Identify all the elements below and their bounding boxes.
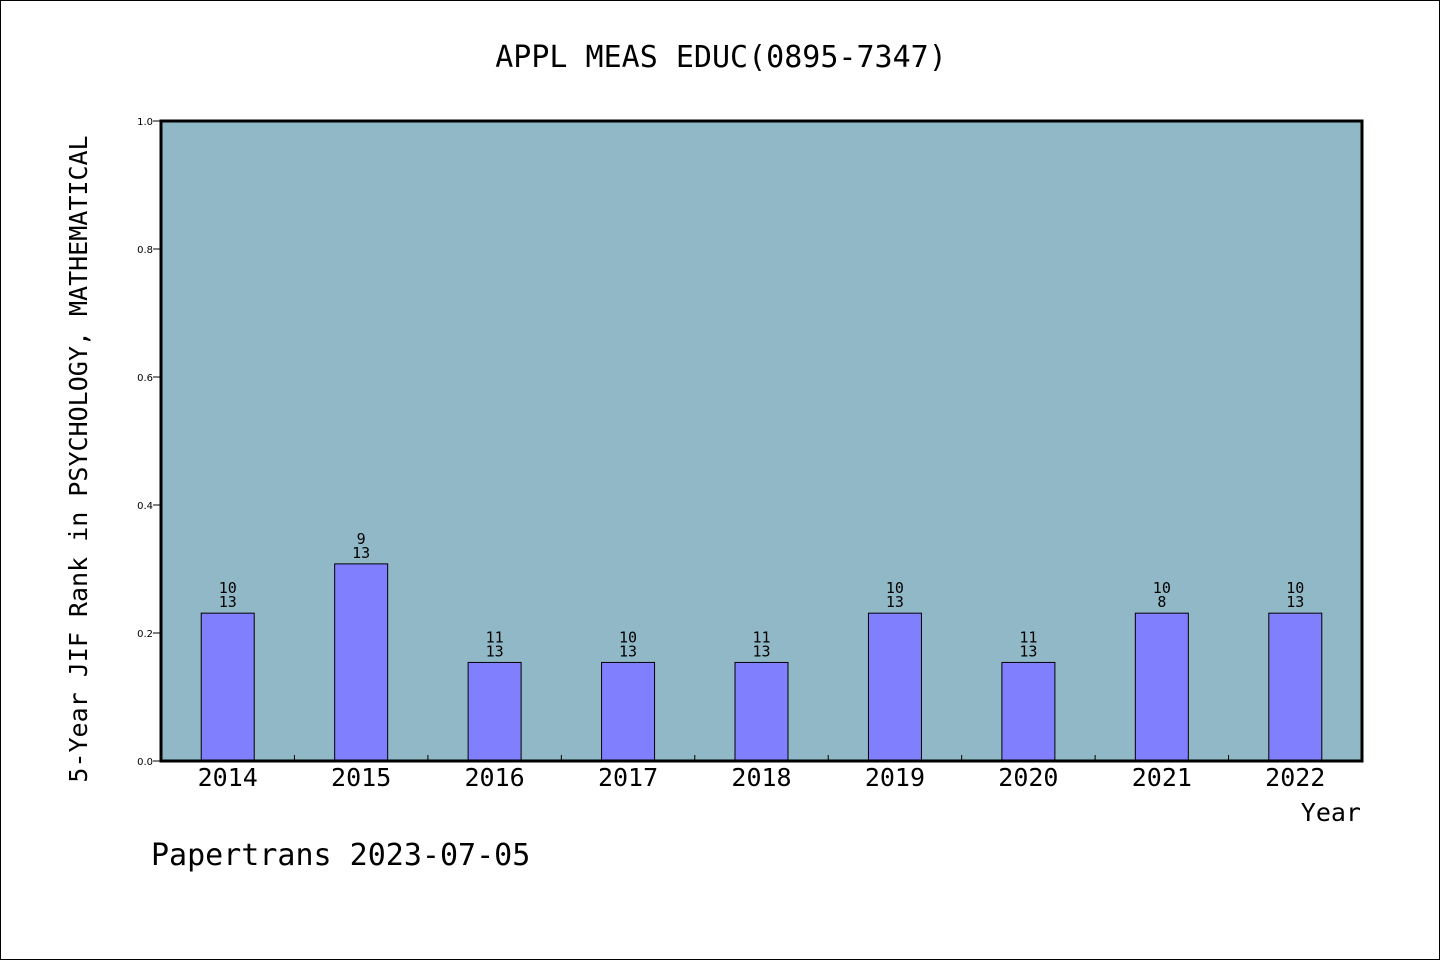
x-tick-label: 2015 bbox=[331, 763, 391, 792]
x-tick-label: 2019 bbox=[865, 763, 925, 792]
footer-credit: Papertrans 2023-07-05 bbox=[151, 838, 530, 873]
x-tick-label: 2016 bbox=[465, 763, 525, 792]
x-tick-label: 2022 bbox=[1265, 763, 1325, 792]
y-tick-label: 0.0 bbox=[137, 757, 153, 768]
bar-2014 bbox=[200, 612, 255, 762]
bar-label-top: 11 bbox=[1019, 628, 1037, 646]
chart-title: APPL MEAS EDUC(0895-7347) bbox=[495, 40, 947, 75]
plot-border bbox=[159, 119, 1364, 763]
bar-label-top: 10 bbox=[886, 579, 904, 597]
bar-label-bottom: 8 bbox=[1157, 593, 1166, 611]
bar-label-top: 10 bbox=[1286, 579, 1304, 597]
y-tick-label: 0.6 bbox=[137, 373, 153, 384]
bar-label-top: 10 bbox=[619, 628, 637, 646]
bar-label-bottom: 13 bbox=[1286, 593, 1304, 611]
x-tick-label: 2014 bbox=[198, 763, 258, 792]
x-axis-label: Year bbox=[1301, 798, 1361, 827]
y-tick-label: 0.2 bbox=[137, 629, 153, 640]
bar-label-top: 11 bbox=[486, 628, 504, 646]
x-tick-label: 2017 bbox=[598, 763, 658, 792]
bar-label-top: 11 bbox=[752, 628, 770, 646]
x-tick-label: 2020 bbox=[998, 763, 1058, 792]
bar-2018 bbox=[734, 661, 789, 762]
bar-label-top: 10 bbox=[219, 579, 237, 597]
bar-2015 bbox=[334, 563, 389, 762]
bar-2016 bbox=[467, 661, 522, 762]
y-axis-label: 5-Year JIF Rank in PSYCHOLOGY, MATHEMATI… bbox=[64, 135, 93, 782]
x-axis-ticks: 2014 2015 2016 2017 2018 2019 2020 2021 2022 bbox=[198, 755, 1325, 792]
y-tick-label: 1.0 bbox=[137, 117, 153, 128]
bar-label-bottom: 13 bbox=[486, 642, 504, 660]
y-tick-label: 0.8 bbox=[137, 245, 153, 256]
bar-label-bottom: 13 bbox=[352, 544, 370, 562]
x-tick-label: 2018 bbox=[731, 763, 791, 792]
y-axis-ticks: 0.0 0.2 0.4 0.6 0.8 1.0 bbox=[137, 117, 161, 768]
bar-label-top: 10 bbox=[1153, 579, 1171, 597]
bar-2021 bbox=[1134, 612, 1189, 762]
x-tick-label: 2021 bbox=[1132, 763, 1192, 792]
bar-label-bottom: 13 bbox=[886, 593, 904, 611]
y-tick-label: 0.4 bbox=[137, 501, 153, 512]
bar-label-bottom: 13 bbox=[219, 593, 237, 611]
bar-2017 bbox=[601, 661, 656, 762]
bar-label-top: 9 bbox=[357, 530, 366, 548]
bar-label-bottom: 13 bbox=[619, 642, 637, 660]
bar-label-bottom: 13 bbox=[752, 642, 770, 660]
bar-2022 bbox=[1268, 612, 1323, 762]
bar-label-bottom: 13 bbox=[1019, 642, 1037, 660]
bar-2019 bbox=[867, 612, 922, 762]
bar-2020 bbox=[1001, 661, 1056, 762]
